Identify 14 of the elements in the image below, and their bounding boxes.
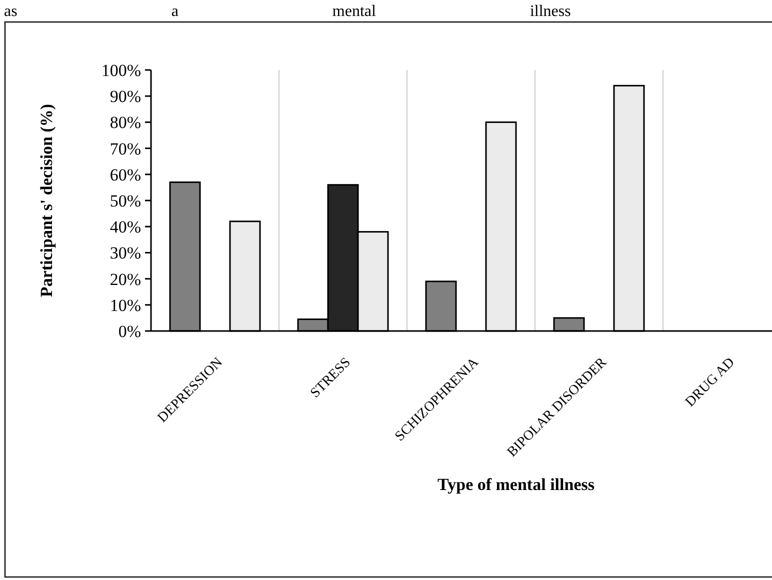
y-tick-label: 20%: [110, 270, 141, 289]
y-tick-label: 60%: [110, 165, 141, 184]
y-tick-label: 90%: [110, 87, 141, 106]
y-axis-title: Participant s' decision (%): [37, 104, 56, 298]
y-tick-label: 0%: [118, 322, 141, 341]
y-tick-label: 40%: [110, 218, 141, 237]
y-tick-label: 50%: [110, 191, 141, 210]
y-tick-label: 30%: [110, 244, 141, 263]
x-axis-title: Type of mental illness: [438, 475, 595, 494]
y-tick-label: 70%: [110, 139, 141, 158]
y-tick-label: 80%: [110, 113, 141, 132]
y-tick-label: 10%: [110, 296, 141, 315]
y-tick-label: 100%: [101, 60, 141, 80]
chart-title: as a mental illness: [4, 3, 571, 20]
